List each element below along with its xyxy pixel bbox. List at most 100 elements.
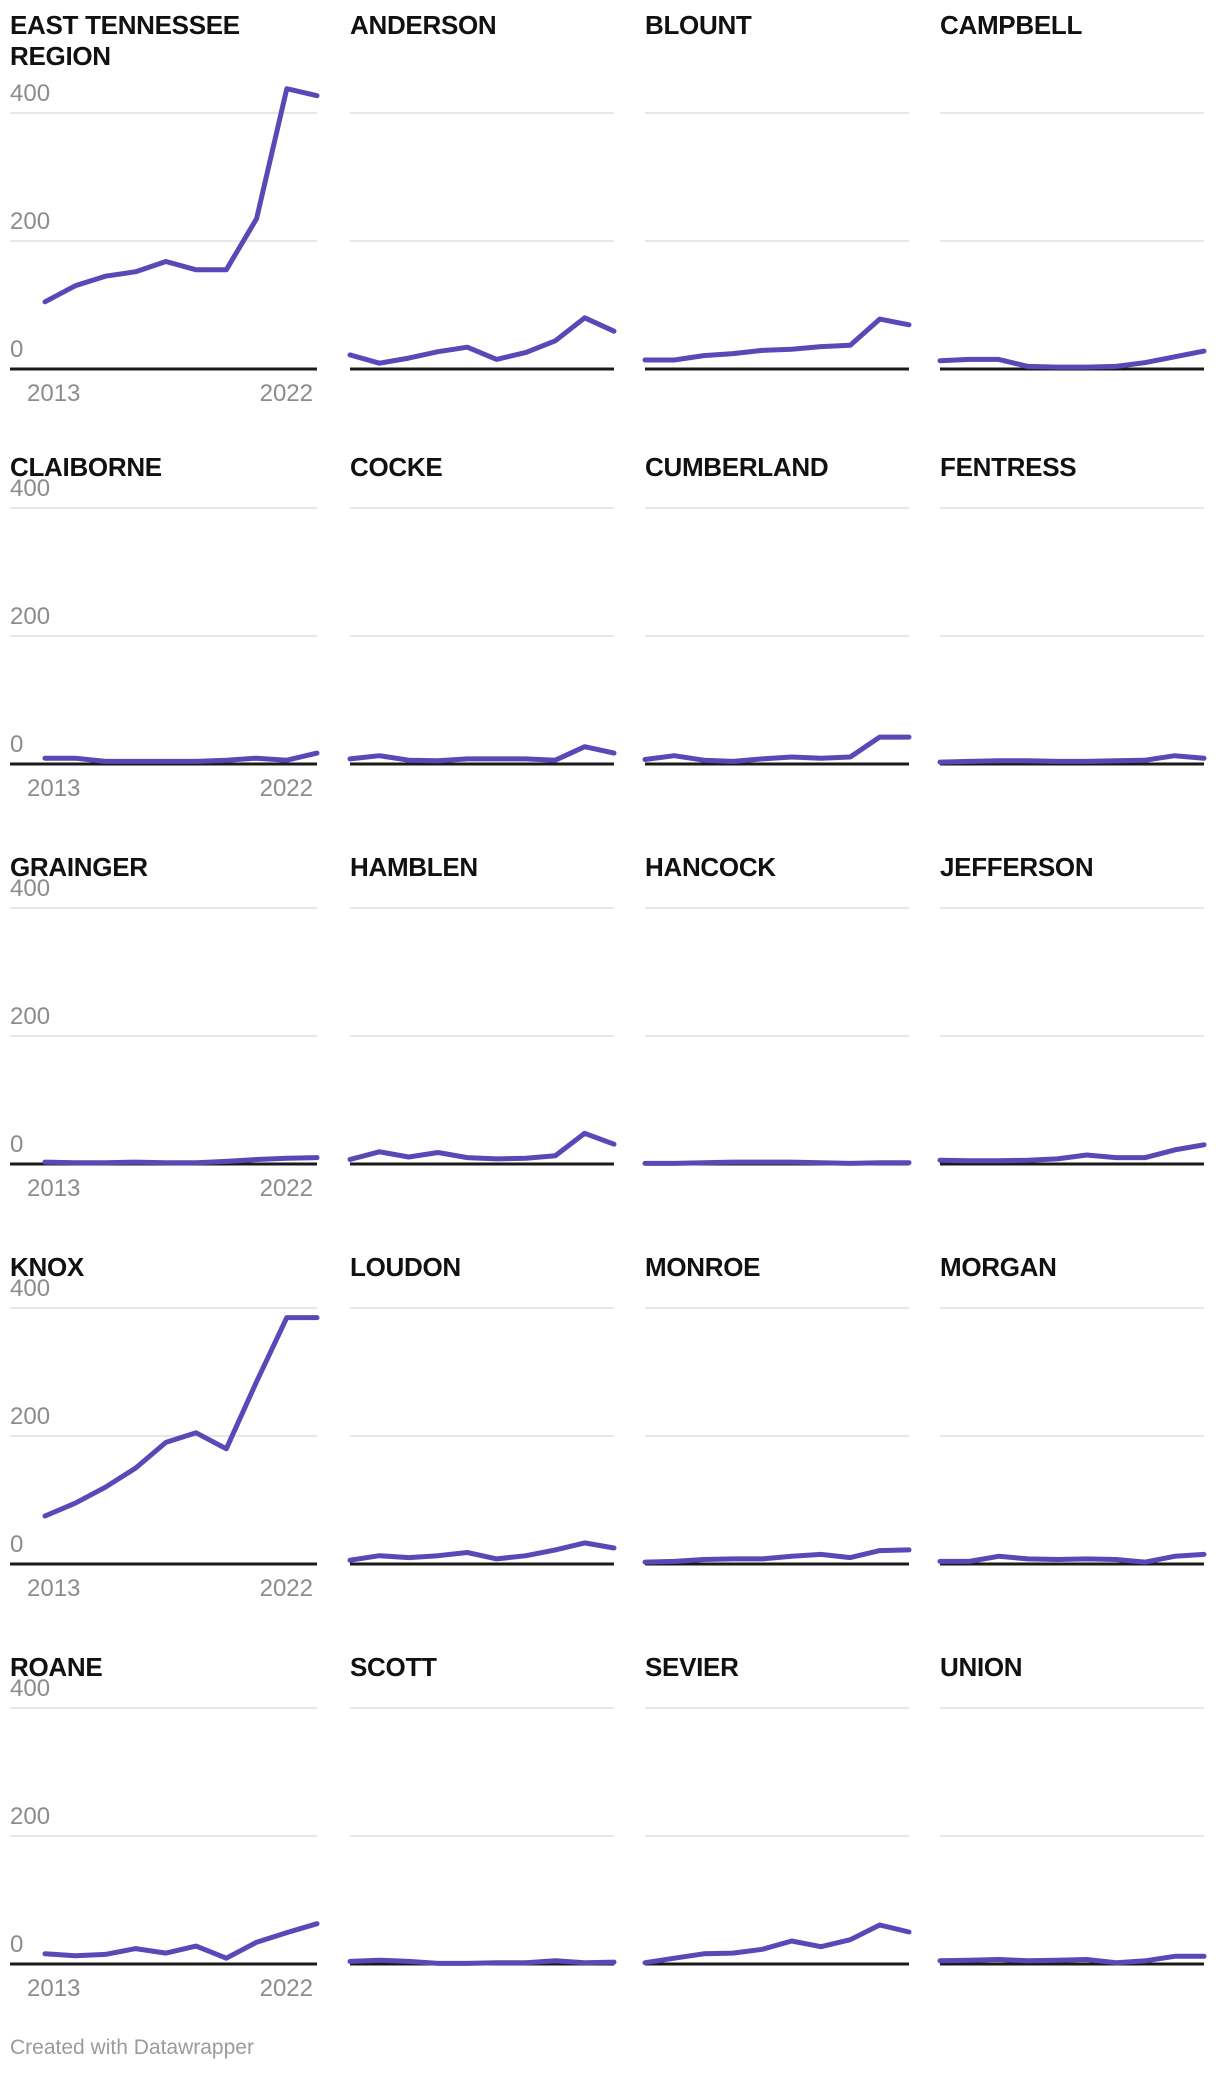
panel-title: CAMPBELL [940, 10, 1083, 40]
data-line [347, 1957, 617, 1966]
data-line [42, 1315, 320, 1519]
x-tick-label-first: 2013 [27, 380, 81, 407]
line-chart [937, 507, 1207, 766]
county-panel: GRAINGER 400 200 0 2013 2022 [10, 852, 320, 1214]
panel-title: SEVIER [645, 1652, 739, 1682]
line-chart [642, 1307, 912, 1566]
panel-title: FENTRESS [940, 452, 1077, 482]
panel-title: MONROE [645, 1252, 761, 1282]
data-line [42, 86, 320, 305]
panel-title: ROANE [10, 1652, 103, 1682]
line-chart [347, 907, 617, 1166]
data-line [937, 348, 1207, 370]
county-panel: CLAIBORNE 400 200 0 2013 2022 [10, 452, 320, 814]
county-panel: SCOTT [347, 1652, 617, 2014]
panel-title: JEFFERSON [940, 852, 1094, 882]
y-tick-label: 200 [10, 603, 51, 630]
data-line [347, 315, 617, 366]
x-tick-label-first: 2013 [27, 1575, 81, 1602]
data-line [937, 753, 1207, 765]
y-tick-label: 400 [10, 875, 51, 902]
county-panel: UNION [937, 1652, 1207, 2014]
x-tick-label-last: 2022 [259, 380, 313, 407]
line-chart [347, 1707, 617, 1966]
line-chart [10, 86, 320, 371]
panel-title: CLAIBORNE [10, 452, 162, 482]
county-panel: BLOUNT [642, 10, 912, 419]
y-tick-label: 200 [10, 1403, 51, 1430]
x-tick-label-first: 2013 [27, 1975, 81, 2002]
data-line [937, 1142, 1207, 1164]
x-tick-label-last: 2022 [259, 1575, 313, 1602]
y-tick-label: 0 [10, 1931, 24, 1958]
county-panel: ROANE 400 200 0 2013 2022 [10, 1652, 320, 2014]
panel-title: HAMBLEN [350, 852, 478, 882]
data-line [642, 1922, 912, 1966]
county-panel: ANDERSON [347, 10, 617, 419]
line-chart [937, 112, 1207, 371]
line-chart [937, 1707, 1207, 1966]
panel-title: HANCOCK [645, 852, 776, 882]
county-panel: COCKE [347, 452, 617, 814]
y-tick-label: 0 [10, 1131, 24, 1158]
x-tick-label-first: 2013 [27, 775, 81, 802]
x-tick-label-last: 2022 [259, 1175, 313, 1202]
y-tick-label: 0 [10, 731, 24, 758]
county-panel: MORGAN [937, 1252, 1207, 1614]
county-panel: CAMPBELL [937, 10, 1207, 419]
line-chart [937, 907, 1207, 1166]
y-tick-label: 400 [10, 1675, 51, 1702]
line-chart [10, 907, 320, 1166]
y-tick-label: 400 [10, 475, 51, 502]
panel-title: GRAINGER [10, 852, 148, 882]
line-chart [10, 1307, 320, 1566]
line-chart [10, 1707, 320, 1966]
line-chart [10, 507, 320, 766]
line-chart [347, 1307, 617, 1566]
county-panel: SEVIER [642, 1652, 912, 2014]
panel-title: COCKE [350, 452, 443, 482]
y-tick-label: 200 [10, 208, 51, 235]
county-panel: HAMBLEN [347, 852, 617, 1214]
panel-title: SCOTT [350, 1652, 437, 1682]
panel-title: KNOX [10, 1252, 84, 1282]
panel-title: UNION [940, 1652, 1023, 1682]
line-chart [347, 112, 617, 371]
data-line [347, 744, 617, 764]
data-line [642, 1159, 912, 1166]
county-panel: FENTRESS [937, 452, 1207, 814]
county-panel: EAST TENNESSEE REGION 400 200 0 2013 2022 [10, 10, 320, 419]
line-chart [642, 1707, 912, 1966]
x-tick-label-last: 2022 [259, 775, 313, 802]
panel-title: MORGAN [940, 1252, 1057, 1282]
county-panel: KNOX 400 200 0 2013 2022 [10, 1252, 320, 1614]
y-tick-label: 400 [10, 80, 51, 107]
y-tick-label: 0 [10, 336, 24, 363]
line-chart [347, 507, 617, 766]
county-panel: JEFFERSON [937, 852, 1207, 1214]
y-tick-label: 200 [10, 1003, 51, 1030]
data-line [937, 1953, 1207, 1966]
data-line [642, 1547, 912, 1565]
data-line [42, 750, 320, 764]
y-tick-label: 0 [10, 1531, 24, 1558]
data-line [937, 1551, 1207, 1565]
county-panel: CUMBERLAND [642, 452, 912, 814]
county-panel: MONROE [642, 1252, 912, 1614]
line-chart [642, 507, 912, 766]
panel-title: BLOUNT [645, 10, 752, 40]
panel-title: CUMBERLAND [645, 452, 829, 482]
line-chart [642, 112, 912, 371]
data-line [642, 316, 912, 363]
panel-title: EAST TENNESSEE REGION [10, 10, 240, 71]
line-chart [642, 907, 912, 1166]
county-panel: LOUDON [347, 1252, 617, 1614]
y-tick-label: 200 [10, 1803, 51, 1830]
county-panel: HANCOCK [642, 852, 912, 1214]
x-tick-label-last: 2022 [259, 1975, 313, 2002]
x-tick-label-first: 2013 [27, 1175, 81, 1202]
datawrapper-credit: Created with Datawrapper [10, 2036, 254, 2059]
data-line [42, 1155, 320, 1166]
data-line [347, 1130, 617, 1162]
